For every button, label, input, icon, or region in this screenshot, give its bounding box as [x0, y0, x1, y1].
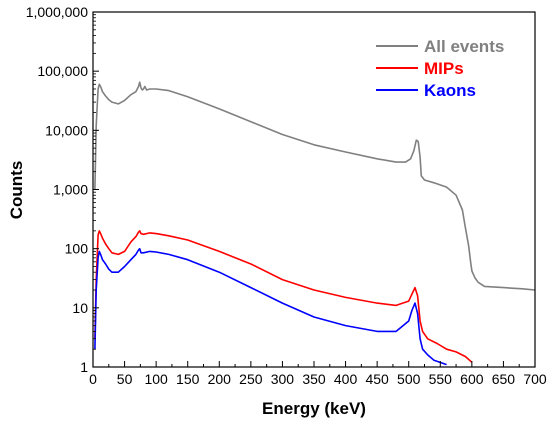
y-tick-label: 1,000,000: [26, 4, 88, 20]
y-tick-label: 10,000: [45, 122, 88, 138]
x-tick-label: 200: [208, 371, 232, 387]
x-tick-label: 50: [117, 371, 133, 387]
x-tick-label: 0: [89, 371, 97, 387]
plot-frame: [92, 11, 536, 368]
x-tick-label: 500: [397, 371, 421, 387]
y-tick-label: 100,000: [37, 63, 88, 79]
x-tick-label: 400: [334, 371, 358, 387]
y-tick-label: 1,000: [53, 182, 88, 198]
y-axis-ticks: 1 10 100 1,000 10,000 100,000 1,000,000: [26, 4, 99, 375]
legend-label: All events: [424, 37, 504, 56]
legend-label: Kaons: [424, 81, 476, 100]
x-tick-label: 450: [365, 371, 389, 387]
legend-label: MIPs: [424, 59, 464, 78]
legend: All events MIPs Kaons: [376, 37, 504, 100]
x-tick-label: 650: [492, 371, 516, 387]
x-tick-label: 350: [302, 371, 326, 387]
x-tick-label: 700: [523, 371, 547, 387]
y-tick-label: 100: [65, 241, 89, 257]
x-axis-title: Energy (keV): [262, 399, 366, 418]
y-tick-label: 1: [80, 359, 88, 375]
axes-layer: [92, 11, 536, 368]
x-tick-label: 300: [271, 371, 295, 387]
x-tick-label: 600: [460, 371, 484, 387]
series-layer: [94, 81, 536, 366]
x-tick-label: 250: [239, 371, 263, 387]
x-tick-label: 100: [144, 371, 168, 387]
x-tick-label: 550: [429, 371, 453, 387]
series-line-all-events: [94, 81, 536, 291]
y-tick-label: 10: [72, 300, 88, 316]
x-tick-label: 150: [176, 371, 200, 387]
series-line-kaons: [94, 247, 447, 366]
y-axis-title: Counts: [7, 161, 26, 220]
x-axis-ticks: 0 50 100 150 200 250 300 350 400 450 500 550 600 650 7…: [89, 361, 547, 387]
series-line-mips: [94, 230, 473, 363]
